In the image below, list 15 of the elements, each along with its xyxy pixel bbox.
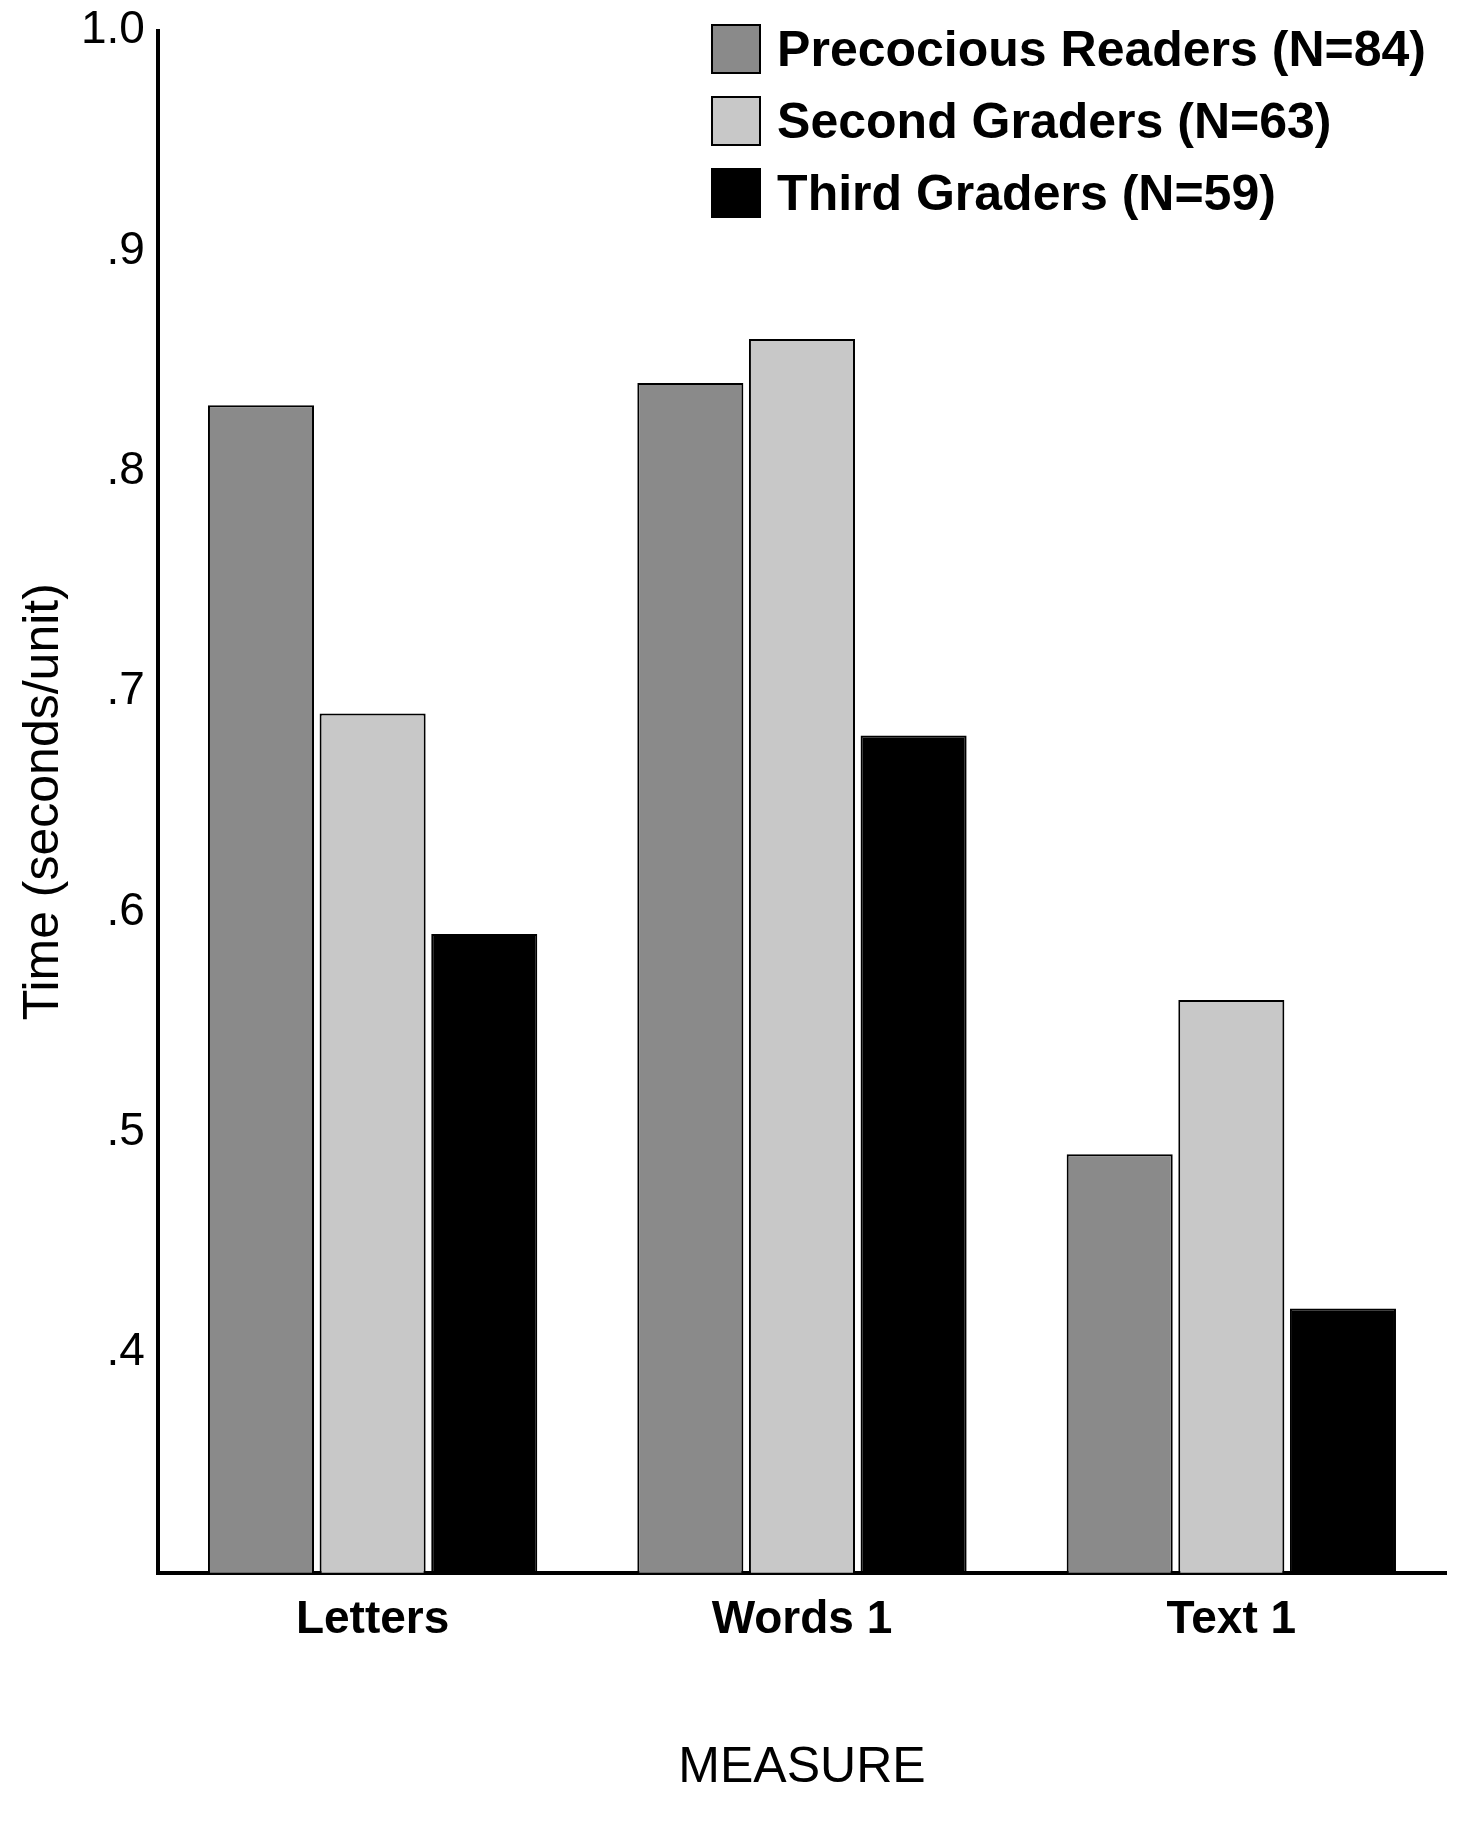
x-tick-label: Letters	[295, 1591, 450, 1644]
legend-label: Third Graders (N=59)	[777, 164, 1276, 222]
y-tick-label: .5	[106, 1102, 145, 1155]
y-tick-label: .7	[106, 662, 145, 715]
y-axis-title: Time (seconds/unit)	[12, 583, 69, 1021]
legend-label: Second Graders (N=63)	[777, 92, 1332, 150]
y-tick-label: .9	[106, 221, 145, 274]
y-tick-label: .4	[106, 1323, 145, 1376]
x-tick-label: Text 1	[1166, 1591, 1297, 1644]
x-axis-title: MEASURE	[678, 1736, 926, 1793]
legend-label: Precocious Readers (N=84)	[777, 20, 1426, 78]
y-tick-label: .8	[106, 441, 145, 494]
x-tick-label: Words 1	[711, 1591, 893, 1644]
y-tick-label: 1.0	[80, 1, 145, 54]
y-tick-label: .6	[106, 882, 145, 935]
